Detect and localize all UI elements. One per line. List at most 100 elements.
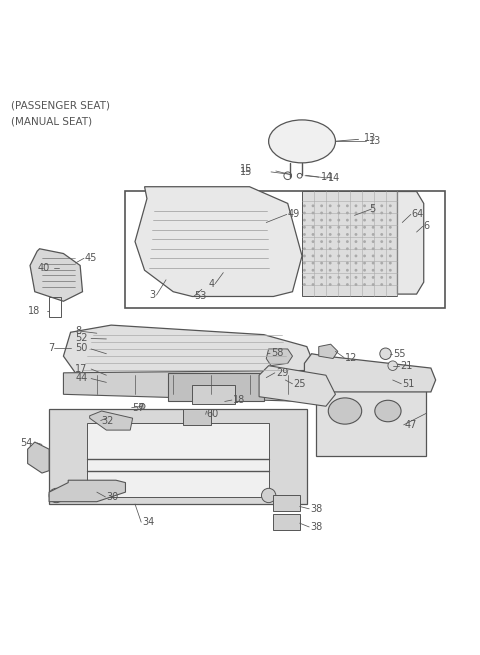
Circle shape — [346, 248, 349, 250]
Polygon shape — [28, 442, 49, 473]
Circle shape — [320, 269, 323, 272]
Text: 49: 49 — [288, 210, 300, 219]
Text: 13: 13 — [369, 136, 381, 146]
Circle shape — [372, 204, 374, 207]
Circle shape — [329, 261, 332, 265]
Circle shape — [380, 226, 383, 229]
Circle shape — [372, 269, 374, 272]
Circle shape — [346, 240, 349, 243]
Circle shape — [320, 233, 323, 236]
Text: 47: 47 — [405, 420, 417, 430]
Text: 14: 14 — [328, 173, 340, 183]
Circle shape — [389, 233, 392, 236]
Bar — [274, 495, 300, 512]
Text: 8: 8 — [75, 326, 82, 336]
Bar — [192, 384, 235, 404]
Text: 40: 40 — [37, 263, 49, 273]
Circle shape — [363, 233, 366, 236]
Text: 38: 38 — [310, 504, 323, 514]
Circle shape — [329, 240, 332, 243]
Circle shape — [320, 255, 323, 257]
Text: 53: 53 — [195, 291, 207, 301]
Circle shape — [337, 226, 340, 229]
Circle shape — [303, 283, 306, 286]
Circle shape — [337, 248, 340, 250]
Circle shape — [380, 276, 383, 279]
Circle shape — [355, 269, 358, 272]
Circle shape — [320, 219, 323, 221]
Circle shape — [312, 261, 314, 265]
Text: 30: 30 — [107, 492, 119, 502]
Text: 57: 57 — [132, 403, 145, 413]
Text: 17: 17 — [75, 364, 88, 374]
Circle shape — [303, 276, 306, 279]
Polygon shape — [90, 411, 132, 430]
Circle shape — [372, 233, 374, 236]
Circle shape — [320, 212, 323, 214]
Circle shape — [320, 283, 323, 286]
Circle shape — [320, 248, 323, 250]
Circle shape — [346, 212, 349, 214]
Bar — [302, 191, 397, 297]
Circle shape — [320, 226, 323, 229]
Circle shape — [312, 283, 314, 286]
Circle shape — [346, 283, 349, 286]
Text: 58: 58 — [271, 348, 283, 358]
Circle shape — [337, 276, 340, 279]
Polygon shape — [266, 349, 292, 365]
Circle shape — [363, 276, 366, 279]
Text: 34: 34 — [142, 517, 155, 527]
Circle shape — [380, 255, 383, 257]
Circle shape — [329, 269, 332, 272]
Circle shape — [312, 276, 314, 279]
Text: 52: 52 — [75, 333, 88, 343]
Ellipse shape — [328, 398, 362, 424]
Circle shape — [320, 240, 323, 243]
Polygon shape — [397, 191, 424, 294]
Polygon shape — [319, 345, 338, 358]
Polygon shape — [63, 325, 316, 387]
Circle shape — [329, 233, 332, 236]
Text: 60: 60 — [206, 409, 219, 419]
Circle shape — [372, 283, 374, 286]
Circle shape — [337, 212, 340, 214]
Circle shape — [303, 248, 306, 250]
Circle shape — [372, 212, 374, 214]
Circle shape — [372, 219, 374, 221]
Circle shape — [320, 276, 323, 279]
Circle shape — [372, 255, 374, 257]
Circle shape — [355, 233, 358, 236]
Circle shape — [380, 212, 383, 214]
Circle shape — [380, 248, 383, 250]
Circle shape — [355, 226, 358, 229]
Circle shape — [346, 226, 349, 229]
Text: (MANUAL SEAT): (MANUAL SEAT) — [11, 116, 92, 126]
Text: 29: 29 — [276, 368, 288, 378]
Circle shape — [337, 204, 340, 207]
Circle shape — [389, 219, 392, 221]
Polygon shape — [63, 371, 326, 402]
Circle shape — [49, 489, 63, 502]
Text: 15: 15 — [240, 167, 252, 177]
Circle shape — [312, 233, 314, 236]
Circle shape — [389, 204, 392, 207]
Polygon shape — [135, 187, 302, 297]
Circle shape — [303, 226, 306, 229]
Circle shape — [372, 261, 374, 265]
Text: 14: 14 — [321, 172, 334, 181]
Circle shape — [389, 261, 392, 265]
Bar — [49, 297, 61, 316]
Ellipse shape — [269, 120, 336, 163]
Text: 32: 32 — [102, 415, 114, 426]
Text: 44: 44 — [75, 373, 88, 383]
Bar — [168, 373, 264, 402]
FancyBboxPatch shape — [49, 409, 307, 504]
Text: 5: 5 — [369, 204, 375, 214]
Circle shape — [337, 261, 340, 265]
Circle shape — [363, 255, 366, 257]
Circle shape — [355, 204, 358, 207]
Circle shape — [320, 261, 323, 265]
Circle shape — [329, 219, 332, 221]
Circle shape — [346, 233, 349, 236]
Circle shape — [380, 269, 383, 272]
